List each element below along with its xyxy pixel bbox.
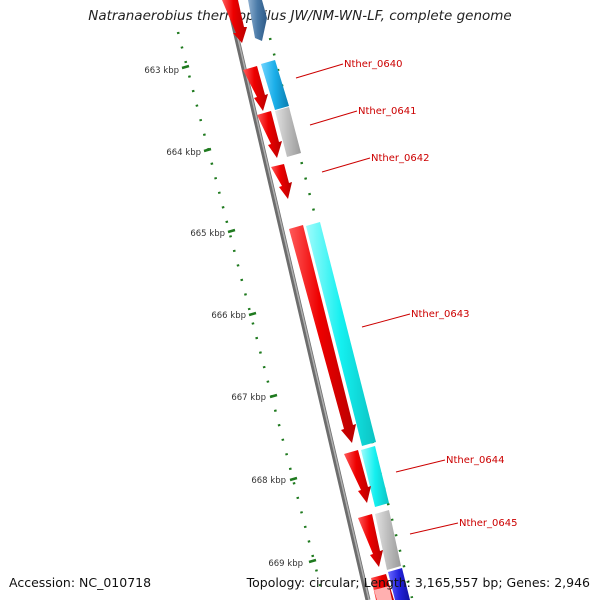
axis-tick	[248, 311, 257, 317]
axis-tick	[269, 393, 278, 399]
gene-label-nther-0645[interactable]: Nther_0645	[459, 518, 517, 529]
gene-label-nther-0641[interactable]: Nther_0641	[358, 106, 416, 117]
feature-box	[375, 510, 401, 570]
axis-tick-label: 668 kbp	[251, 476, 286, 486]
gene-label-nther-0643[interactable]: Nther_0643	[411, 309, 469, 320]
gene-label-leader	[309, 110, 358, 126]
feature-box	[275, 107, 301, 157]
axis-tick-label: 664 kbp	[166, 148, 201, 158]
accession-text: Accession: NC_010718	[9, 575, 152, 590]
feature-track	[248, 0, 410, 600]
axis-tick	[227, 228, 236, 234]
cds-arrow	[374, 586, 392, 600]
cds-arrow	[222, 0, 247, 43]
axis-tick	[308, 558, 317, 564]
feature-box	[361, 446, 389, 507]
gene-label-leader	[409, 522, 459, 535]
cds-arrow	[271, 164, 292, 199]
axis-tick-label: 667 kbp	[231, 393, 266, 403]
cds-arrow	[289, 225, 356, 443]
genome-summary-text: Topology: circular; Length: 3,165,557 bp…	[246, 575, 590, 590]
scale-axis	[176, 31, 324, 593]
gene-label-leader	[395, 459, 446, 473]
axis-tick-label: 666 kbp	[211, 311, 246, 321]
feature-box	[248, 0, 267, 41]
genome-title: Natranaerobius thermophilus JW/NM-WN-LF,…	[88, 8, 512, 24]
backbone	[225, 0, 371, 600]
gene-label-nther-0642[interactable]: Nther_0642	[371, 153, 429, 164]
axis-dotted-line	[176, 31, 324, 593]
gene-label-leader	[321, 157, 371, 173]
axis-tick-label: 663 kbp	[144, 66, 179, 76]
axis-tick-label: 669 kbp	[268, 559, 303, 569]
feature-box	[388, 568, 410, 600]
gene-label-nther-0644[interactable]: Nther_0644	[446, 455, 504, 466]
gene-label-nther-0640[interactable]: Nther_0640	[344, 59, 402, 70]
feature-box	[261, 60, 289, 110]
gene-label-leader	[295, 63, 344, 79]
cds-track	[222, 0, 394, 600]
cds-arrow	[344, 450, 371, 503]
cds-arrow	[243, 66, 268, 111]
feature-box	[306, 222, 376, 446]
axis-tick	[203, 147, 212, 153]
cds-arrow	[358, 514, 383, 567]
gene-label-leader	[361, 313, 411, 328]
axis-tick	[289, 476, 298, 482]
axis-tick-label: 665 kbp	[190, 229, 225, 239]
axis-tick	[181, 64, 190, 70]
cds-arrow	[257, 111, 282, 158]
